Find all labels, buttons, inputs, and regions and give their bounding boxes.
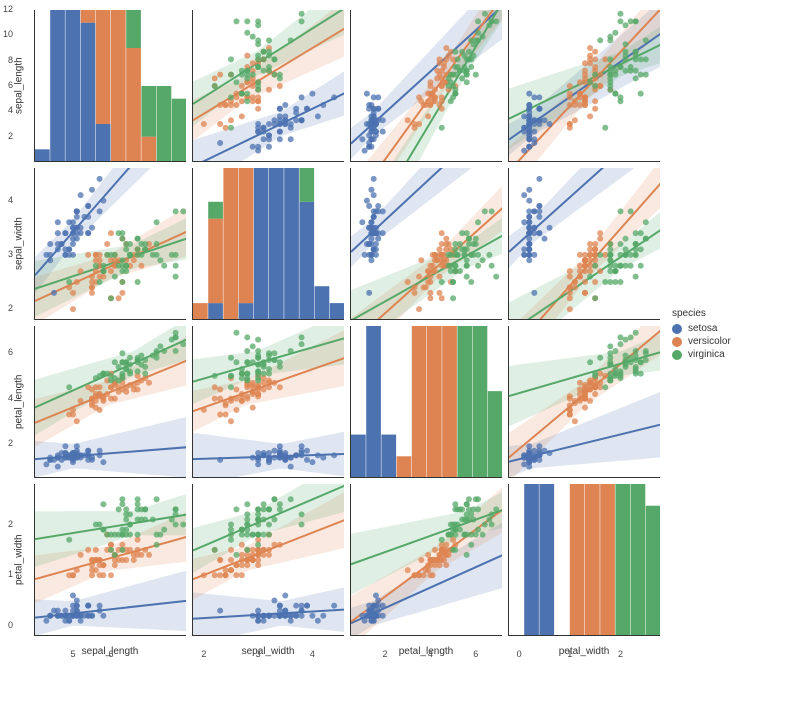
histogram-panel: 012 (508, 484, 660, 636)
legend-item: virginica (672, 349, 731, 360)
scatter-panel: 246 (350, 484, 502, 636)
legend-swatch (672, 337, 682, 347)
histogram-panel (192, 168, 344, 320)
scatter-panel (350, 168, 502, 320)
x-axis-label: petal_width (508, 642, 660, 660)
scatter-panel (350, 10, 502, 162)
x-axis-label: sepal_width (192, 642, 344, 660)
scatter-panel (192, 326, 344, 478)
legend: species setosa versicolor virginica (672, 308, 731, 362)
scatter-panel: 234 (192, 484, 344, 636)
legend-label: setosa (688, 323, 717, 334)
histogram-panel (350, 326, 502, 478)
histogram-panel: 24681012 (34, 10, 186, 162)
scatter-panel: 246 (34, 326, 186, 478)
legend-title: species (672, 308, 731, 319)
legend-item: versicolor (672, 336, 731, 347)
scatter-panel (508, 168, 660, 320)
scatter-panel (192, 10, 344, 162)
scatter-panel: 01256 (34, 484, 186, 636)
x-axis-label: petal_length (350, 642, 502, 660)
legend-label: versicolor (688, 336, 731, 347)
scatter-panel (508, 10, 660, 162)
y-axis-label: petal_width (10, 484, 28, 636)
legend-swatch (672, 350, 682, 360)
legend-label: virginica (688, 349, 725, 360)
legend-item: setosa (672, 323, 731, 334)
scatter-panel (508, 326, 660, 478)
y-axis-label: sepal_width (10, 168, 28, 320)
legend-swatch (672, 324, 682, 334)
scatter-panel: 234 (34, 168, 186, 320)
